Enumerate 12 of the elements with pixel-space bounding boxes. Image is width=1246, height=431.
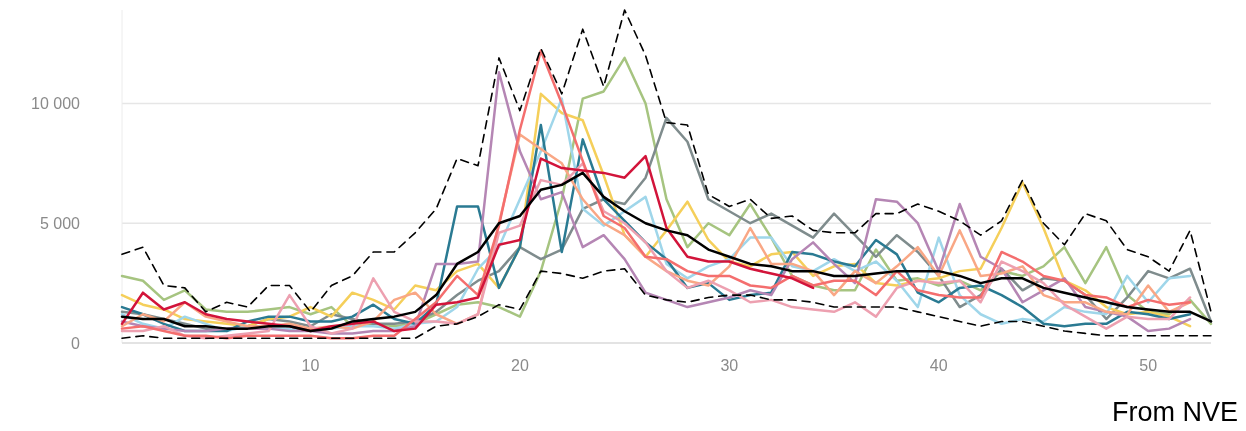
line-series — [121, 9, 1212, 313]
x-tick-label: 20 — [511, 357, 529, 374]
x-tick-label: 10 — [301, 357, 320, 374]
x-tick-label: 30 — [720, 357, 739, 374]
x-tick-label: 50 — [1139, 357, 1158, 374]
y-tick-label: 5 000 — [39, 214, 81, 232]
line-series — [121, 267, 1212, 340]
y-tick-label: 0 — [71, 334, 81, 352]
line-series — [120, 154, 815, 333]
text: From NVE — [1111, 397, 1238, 427]
y-tick-label: 10 000 — [31, 95, 81, 113]
x-tick-label: 40 — [929, 357, 948, 374]
